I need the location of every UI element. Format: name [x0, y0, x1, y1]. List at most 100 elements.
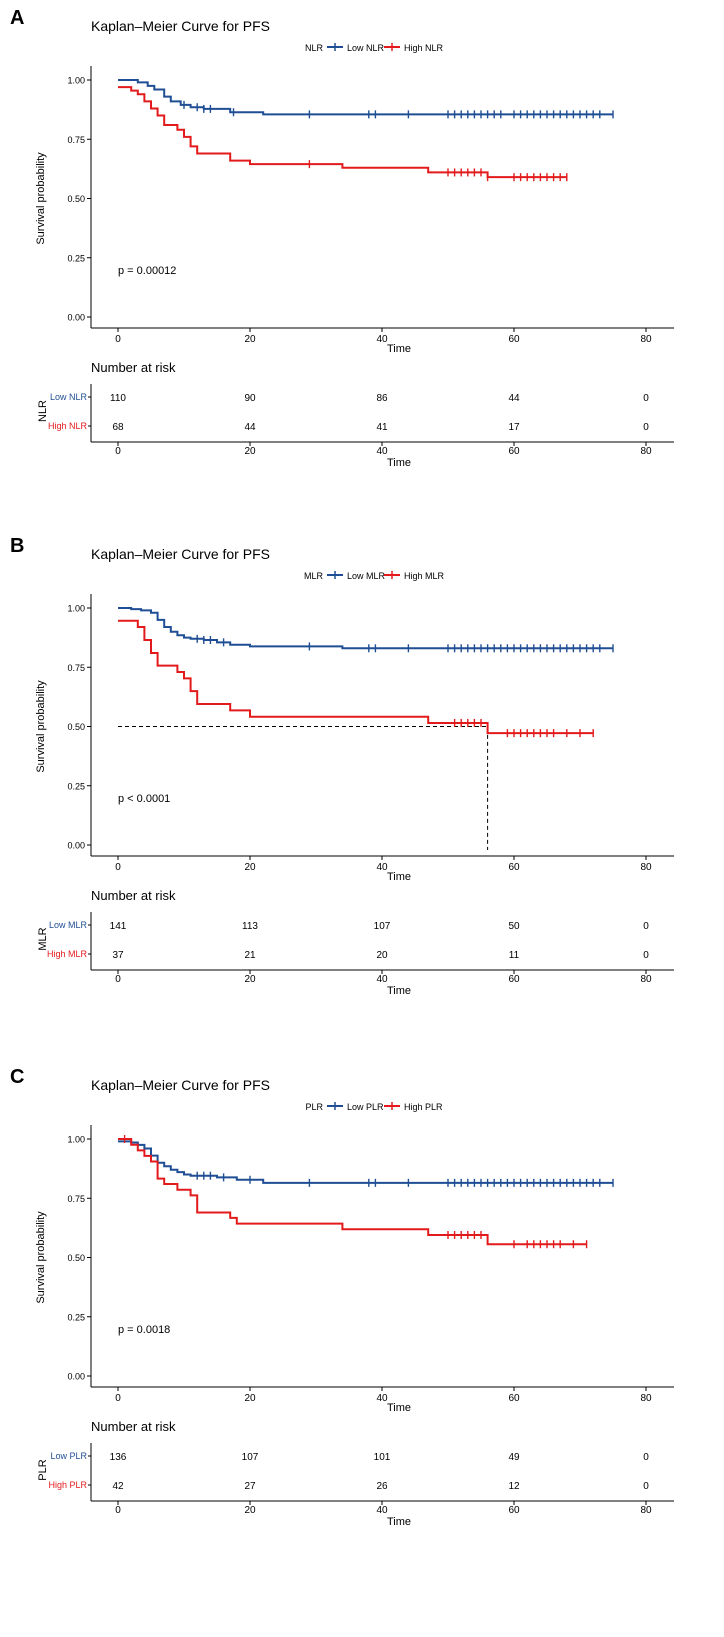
risk-count: 44: [244, 422, 256, 433]
x-tick-label: 0: [115, 1393, 121, 1404]
panel-label: B: [10, 535, 24, 557]
km-curve-low: [118, 607, 613, 650]
risk-table-title: Number at risk: [91, 360, 176, 375]
legend-label-high: High MLR: [404, 571, 445, 581]
risk-count: 136: [110, 1452, 127, 1463]
risk-count: 0: [643, 1481, 649, 1492]
risk-count: 86: [376, 393, 388, 404]
x-tick-label: 20: [244, 862, 256, 873]
risk-count: 0: [643, 1452, 649, 1463]
x-tick-label: 80: [640, 334, 652, 345]
risk-count: 26: [376, 1481, 388, 1492]
km-curve-high: [118, 86, 567, 179]
risk-x-axis-label: Time: [387, 457, 411, 469]
legend-label-low: Low NLR: [347, 43, 385, 53]
km-curve-low: [118, 1140, 613, 1184]
y-tick-label: 0.25: [67, 253, 85, 263]
risk-count: 37: [112, 950, 124, 961]
km-curve-high: [118, 1138, 587, 1246]
risk-row-label: Low MLR: [49, 920, 88, 930]
risk-table-title: Number at risk: [91, 1419, 176, 1434]
risk-count: 113: [242, 921, 258, 932]
panel-label: C: [10, 1066, 24, 1088]
risk-table-title: Number at risk: [91, 888, 176, 903]
risk-x-tick-label: 0: [115, 1505, 121, 1516]
km-series-high: [118, 1135, 588, 1249]
risk-row-label: High MLR: [47, 949, 88, 959]
y-axis-label: Survival probability: [35, 680, 47, 773]
chart-title: Kaplan–Meier Curve for PFS: [91, 546, 270, 562]
y-tick-label: 0.00: [67, 841, 85, 851]
risk-table-stratum-label: PLR: [37, 1459, 49, 1480]
km-series-low: [118, 1140, 614, 1187]
legend: NLR Low NLR High NLR: [305, 43, 444, 53]
x-tick-label: 20: [244, 1393, 256, 1404]
y-tick-label: 0.25: [67, 781, 85, 791]
risk-count: 50: [508, 921, 520, 932]
risk-count: 49: [508, 1452, 520, 1463]
y-tick-label: 0.75: [67, 135, 85, 145]
panel-label: A: [10, 7, 24, 29]
y-tick-label: 1.00: [67, 604, 85, 614]
risk-x-tick-label: 60: [508, 974, 520, 985]
risk-count: 107: [242, 1452, 259, 1463]
x-tick-label: 80: [640, 862, 652, 873]
x-axis-label: Time: [387, 871, 411, 883]
risk-count: 107: [374, 921, 391, 932]
km-series-high: [118, 86, 568, 182]
risk-x-tick-label: 80: [640, 974, 652, 985]
y-tick-label: 1.00: [67, 76, 85, 86]
legend-label-low: Low MLR: [347, 571, 386, 581]
x-axis-label: Time: [387, 1402, 411, 1414]
risk-x-tick-label: 40: [376, 974, 388, 985]
risk-x-tick-label: 0: [115, 974, 121, 985]
risk-count: 90: [244, 393, 256, 404]
y-axis-label: Survival probability: [35, 1211, 47, 1304]
risk-table-stratum-label: MLR: [37, 927, 49, 950]
legend-label-high: High PLR: [404, 1102, 443, 1112]
legend: PLR Low PLR High PLR: [305, 1102, 443, 1112]
x-tick-label: 60: [508, 1393, 520, 1404]
risk-count: 17: [508, 422, 520, 433]
x-tick-label: 40: [376, 334, 388, 345]
risk-count: 110: [110, 393, 126, 404]
km-series-low: [118, 79, 614, 119]
km-curve-high: [118, 619, 594, 735]
risk-table-stratum-label: NLR: [37, 400, 49, 422]
risk-count: 0: [643, 921, 649, 932]
risk-count: 141: [110, 921, 127, 932]
y-tick-label: 0.50: [67, 722, 85, 732]
legend-label-high: High NLR: [404, 43, 444, 53]
risk-count: 20: [376, 950, 388, 961]
x-tick-label: 40: [376, 862, 388, 873]
risk-count: 42: [112, 1481, 124, 1492]
risk-x-axis-label: Time: [387, 1516, 411, 1528]
x-tick-label: 40: [376, 1393, 388, 1404]
legend-label-low: Low PLR: [347, 1102, 384, 1112]
risk-x-tick-label: 40: [376, 446, 388, 457]
y-tick-label: 0.50: [67, 194, 85, 204]
risk-count: 11: [509, 950, 520, 961]
risk-x-tick-label: 40: [376, 1505, 388, 1516]
risk-row-label: Low NLR: [50, 392, 88, 402]
risk-count: 0: [643, 950, 649, 961]
x-axis-label: Time: [387, 343, 411, 355]
km-series-high: [118, 619, 594, 738]
p-value: p = 0.0018: [118, 1324, 170, 1336]
risk-x-tick-label: 80: [640, 1505, 652, 1516]
risk-count: 21: [244, 950, 256, 961]
p-value: p = 0.00012: [118, 265, 176, 277]
y-tick-label: 0.00: [67, 1372, 85, 1382]
legend-title: PLR: [305, 1102, 323, 1112]
y-tick-label: 0.75: [67, 663, 85, 673]
y-axis-label: Survival probability: [35, 152, 47, 245]
risk-x-axis-label: Time: [387, 985, 411, 997]
y-tick-label: 0.75: [67, 1194, 85, 1204]
risk-count: 0: [643, 422, 649, 433]
